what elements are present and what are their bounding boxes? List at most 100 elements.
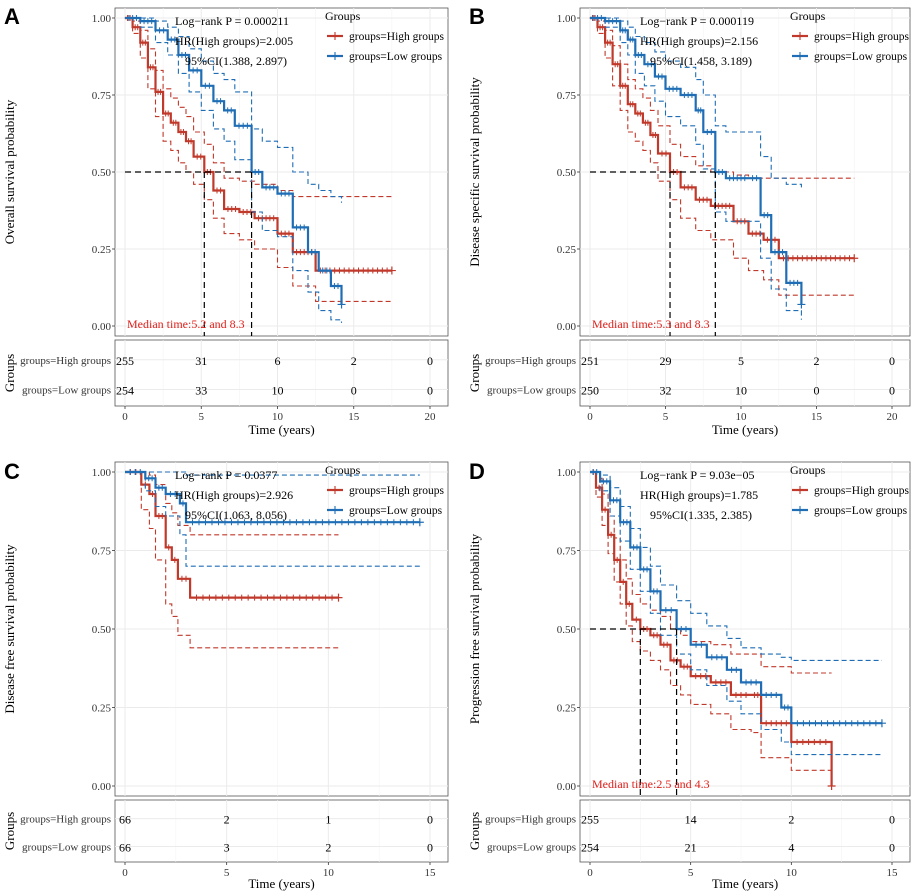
x-tick-label: 5 <box>688 867 694 879</box>
censor-mark <box>754 691 761 698</box>
censor-mark <box>127 469 134 475</box>
y-axis-label: Disease specific survival probability <box>467 77 482 267</box>
ci-upper-line <box>125 17 343 203</box>
censor-mark <box>726 202 733 209</box>
censor-mark <box>301 224 308 231</box>
censor-mark <box>254 519 261 526</box>
censor-mark <box>663 150 670 157</box>
risk-table-title: Groups <box>2 812 17 850</box>
hr-text: HR(High groups)=2.005 <box>175 34 293 48</box>
risk-table-frame <box>114 799 449 863</box>
censor-mark <box>593 469 600 475</box>
risk-count: 2 <box>351 354 357 368</box>
censor-mark <box>364 519 371 526</box>
risk-count: 0 <box>427 384 433 398</box>
censor-mark <box>648 61 655 68</box>
censor-mark <box>797 300 806 309</box>
legend-entry: groups=Low groups <box>814 505 908 517</box>
x-tick-label: 5 <box>199 411 205 423</box>
censor-mark <box>194 67 201 74</box>
y-tick-label: 0.75 <box>557 546 577 558</box>
censor-mark <box>827 782 836 790</box>
censor-mark <box>171 556 178 563</box>
censor-mark <box>794 739 801 746</box>
censor-mark <box>713 654 720 661</box>
legend-swatch-mark <box>331 506 339 514</box>
censor-mark <box>608 531 615 538</box>
censor-mark <box>293 519 300 526</box>
censor-mark <box>132 469 139 475</box>
x-tick-label: 10 <box>272 411 284 423</box>
median-time-text: Median time:5.3 and 8.3 <box>592 317 710 331</box>
panel-c: C 0.00 0.25 0.50 0.75 1.00 Disease free surviv… <box>2 459 449 891</box>
risk-row-label: groups=Low groups <box>487 842 576 854</box>
x-tick-label: 0 <box>122 867 128 879</box>
censor-mark <box>277 594 284 601</box>
censor-mark <box>183 575 189 582</box>
censor-mark <box>842 720 849 727</box>
censor-mark <box>387 266 396 275</box>
series-low <box>125 15 346 323</box>
risk-count: 0 <box>427 841 433 855</box>
censor-mark <box>800 720 807 727</box>
y-tick-label: 0.75 <box>92 546 112 558</box>
y-tick-label: 1.00 <box>557 467 577 479</box>
y-tick-label: 0.00 <box>92 321 112 333</box>
censor-mark <box>202 519 209 526</box>
y-axis-label: Progression free survival probability <box>467 533 482 724</box>
censor-mark <box>234 519 241 526</box>
ci-lower-line <box>125 17 392 302</box>
censor-mark <box>763 720 770 727</box>
censor-mark <box>860 720 867 727</box>
censor-mark <box>232 205 239 212</box>
legend-swatch-mark <box>796 52 804 60</box>
risk-row-label: groups=High groups <box>20 355 111 367</box>
logrank-text: Log−rank P = 9.03e−05 <box>640 468 755 482</box>
risk-count: 66 <box>119 841 131 855</box>
censor-mark <box>633 616 640 623</box>
censor-mark <box>836 720 843 727</box>
y-tick-label: 0.50 <box>92 167 112 179</box>
censor-mark <box>245 594 252 601</box>
x-axis-label: Time (years) <box>712 876 778 891</box>
censor-mark <box>329 594 336 601</box>
panel-letter: A <box>4 4 20 29</box>
survival-curve <box>590 16 855 260</box>
censor-mark <box>165 544 172 551</box>
censor-mark <box>818 720 825 727</box>
x-tick-label: 15 <box>425 867 437 879</box>
censor-mark <box>629 36 636 43</box>
censor-mark <box>748 679 755 686</box>
censor-mark <box>157 88 164 95</box>
censor-mark <box>325 519 332 526</box>
panel-letter: B <box>469 4 485 29</box>
censor-mark <box>794 720 801 727</box>
risk-count: 250 <box>581 384 599 398</box>
censor-mark <box>415 518 424 527</box>
censor-mark <box>149 475 156 482</box>
risk-count: 31 <box>195 354 207 368</box>
risk-table-frame <box>579 799 911 863</box>
censor-mark <box>165 110 172 117</box>
censor-mark <box>316 594 323 601</box>
censor-mark <box>596 484 603 491</box>
censor-mark <box>704 196 711 203</box>
censor-mark <box>805 739 812 746</box>
censor-mark <box>193 594 200 601</box>
x-tick-label: 5 <box>663 411 669 423</box>
x-tick-label: 10 <box>736 411 748 423</box>
censor-mark <box>149 490 156 497</box>
censor-mark <box>603 478 610 485</box>
censor-mark <box>270 184 277 191</box>
censor-mark <box>219 594 226 601</box>
censor-mark <box>270 215 277 222</box>
y-tick-label: 1.00 <box>92 467 112 479</box>
censor-mark <box>688 184 695 191</box>
censor-mark <box>732 691 739 698</box>
ci-upper-line <box>125 471 420 476</box>
risk-count: 2 <box>814 354 820 368</box>
censor-mark <box>817 739 824 746</box>
censor-mark <box>658 73 665 80</box>
risk-count: 3 <box>224 841 230 855</box>
